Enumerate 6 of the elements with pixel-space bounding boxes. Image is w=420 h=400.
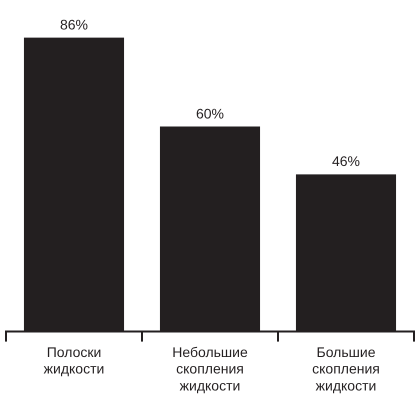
data-label: 60% xyxy=(196,105,224,122)
data-label: 46% xyxy=(332,153,360,170)
x-tick-label: Небольшие скопления жидкости xyxy=(172,344,248,394)
x-tick-label: Полоски жидкости xyxy=(44,344,104,377)
data-label: 86% xyxy=(60,16,88,33)
x-tick-label: Большие скопления жидкости xyxy=(312,344,380,394)
